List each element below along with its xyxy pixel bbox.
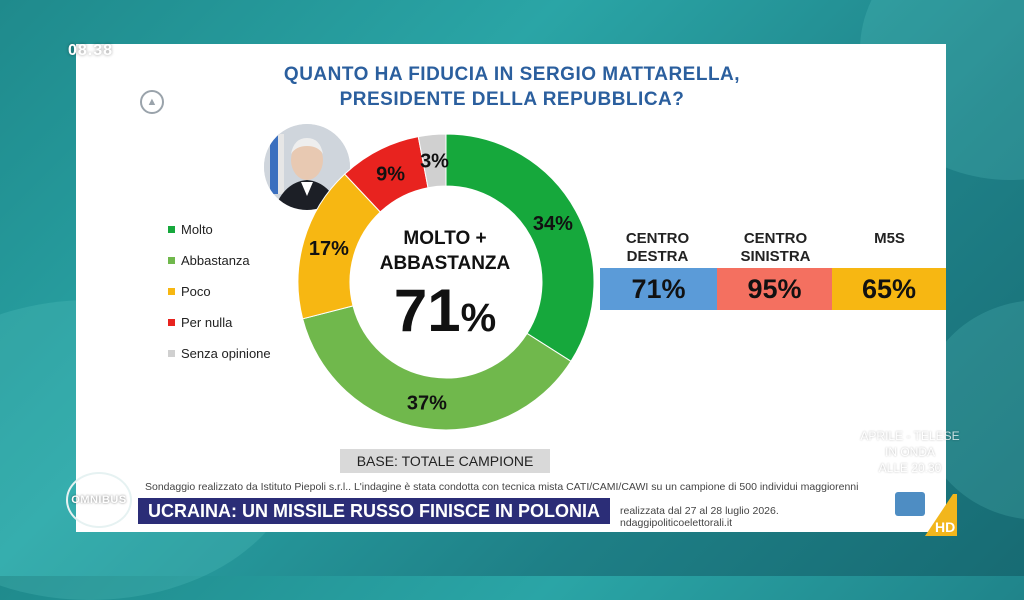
- group-label-m5s: M5S: [832, 230, 947, 248]
- legend-item: Per nulla: [168, 307, 271, 338]
- group-label-centro-destra: CENTRO DESTRA: [600, 230, 715, 266]
- legend-label: Poco: [181, 284, 211, 299]
- donut-center-value: 71%: [350, 276, 540, 345]
- donut-center-number: 71: [393, 277, 461, 344]
- legend-label: Abbastanza: [181, 253, 250, 268]
- pollster-logo-icon: ▲: [140, 90, 164, 114]
- legend-item: Poco: [168, 276, 271, 307]
- chart-legend: Molto Abbastanza Poco Per nulla Senza op…: [168, 214, 271, 369]
- donut-slice-label: 9%: [376, 163, 405, 185]
- chart-title-line: QUANTO HA FIDUCIA IN SERGIO MATTARELLA,: [283, 64, 741, 85]
- donut-slice-senza-opinione: [417, 133, 447, 189]
- group-value-centro-sinistra: 95%: [717, 268, 832, 310]
- donut-slice-molto: [445, 133, 595, 362]
- chart-title: QUANTO HA FIDUCIA IN SERGIO MATTARELLA, …: [0, 62, 1024, 112]
- group-label-centro-sinistra: CENTRO SINISTRA: [718, 230, 833, 266]
- group-label-line: M5S: [874, 230, 905, 247]
- legend-item: Abbastanza: [168, 245, 271, 276]
- promo-line: ALLE 20.30: [878, 461, 942, 475]
- methodology-note: Sondaggio realizzato da Istituto Piepoli…: [145, 480, 885, 495]
- legend-swatch: [168, 350, 175, 357]
- channel-badge-text: HD: [935, 519, 955, 535]
- donut-center-title-line: ABBASTANZA: [379, 253, 511, 274]
- date: 31 luglio 2026: [140, 45, 215, 59]
- group-value-centro-destra: 71%: [600, 268, 717, 310]
- donut-slice-abbastanza: [302, 305, 572, 431]
- methodology-note-line: realizzata dal 27 al 28 luglio 2026.: [620, 505, 779, 517]
- channel-logo: HD: [895, 488, 957, 538]
- donut-center-title: MOLTO + ABBASTANZA: [350, 226, 540, 276]
- group-value-m5s: 65%: [832, 268, 946, 310]
- clock: 08.38: [68, 42, 114, 59]
- promo-text: APRILE - TELESE IN ONDA ALLE 20.30: [850, 428, 970, 476]
- group-label-line: DESTRA: [626, 248, 689, 265]
- news-ticker: UCRAINA: UN MISSILE RUSSO FINISCE IN POL…: [138, 498, 611, 524]
- legend-swatch: [168, 288, 175, 295]
- legend-label: Molto: [181, 222, 213, 237]
- chart-title-line: PRESIDENTE DELLA REPUBBLICA?: [339, 89, 685, 110]
- donut-center-unit: %: [460, 296, 497, 340]
- legend-item: Molto: [168, 214, 271, 245]
- promo-line: APRILE - TELESE: [860, 429, 960, 443]
- promo-line: IN ONDA: [884, 445, 935, 459]
- program-logo: OMNIBUS: [66, 472, 132, 528]
- legend-item: Senza opinione: [168, 338, 271, 369]
- base-label: BASE: TOTALE CAMPIONE: [340, 449, 550, 473]
- legend-swatch: [168, 319, 175, 326]
- donut-slice-label: 17%: [309, 238, 349, 260]
- group-label-line: CENTRO: [743, 230, 808, 247]
- group-label-line: CENTRO: [625, 230, 690, 247]
- legend-swatch: [168, 226, 175, 233]
- methodology-note-line: Sondaggio realizzato da Istituto Piepoli…: [145, 481, 859, 493]
- group-label-line: SINISTRA: [740, 248, 811, 265]
- methodology-note-line: ndaggipoliticoelettorali.it: [620, 517, 733, 529]
- donut-slice-label: 3%: [420, 151, 449, 173]
- channel-logo-icon: HD: [895, 492, 957, 536]
- methodology-note-tail: realizzata dal 27 al 28 luglio 2026. nda…: [620, 505, 779, 529]
- legend-label: Per nulla: [181, 315, 233, 330]
- donut-slice-label: 37%: [407, 392, 447, 414]
- legend-label: Senza opinione: [181, 346, 271, 361]
- donut-center-title-line: MOLTO +: [403, 228, 487, 249]
- donut-chart: 34% 37% 17% 9% 3%: [297, 133, 595, 431]
- legend-swatch: [168, 257, 175, 264]
- donut-slice-label: 34%: [533, 213, 573, 235]
